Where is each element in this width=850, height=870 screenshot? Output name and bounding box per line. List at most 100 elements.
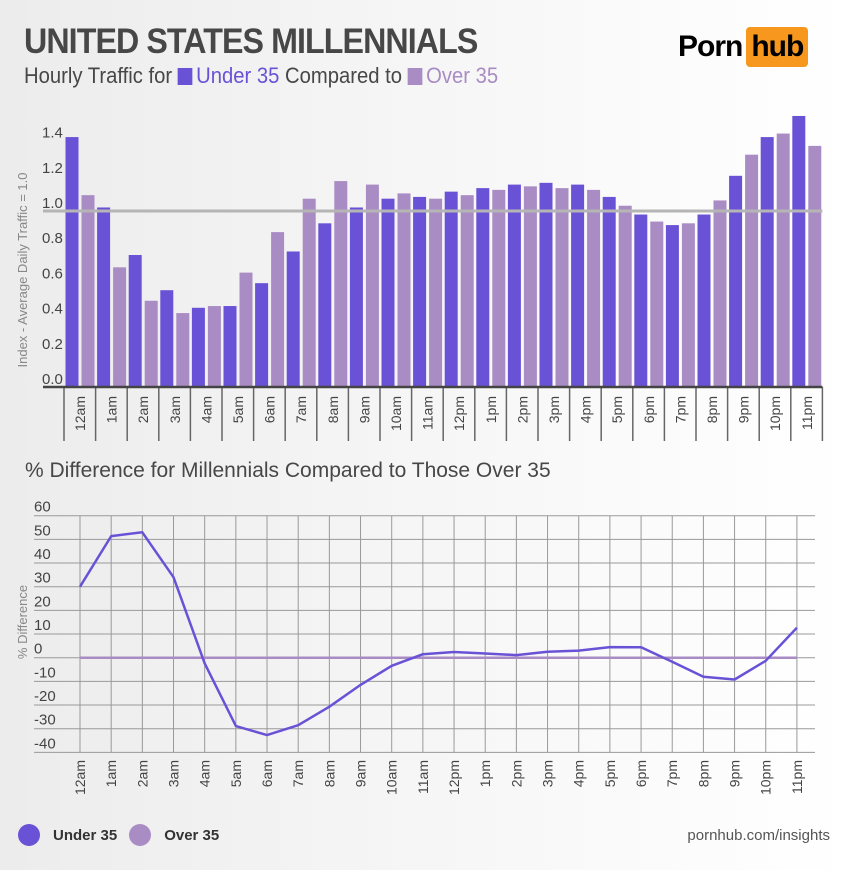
bar-y-tick-label: 0.8	[42, 230, 63, 247]
line-y-tick-label: 0	[34, 641, 42, 658]
subtitle: Hourly Traffic for Under 35 Compared to …	[24, 63, 498, 89]
bar-under35	[697, 214, 711, 387]
bar-over35	[365, 184, 379, 387]
logo-part2: hub	[746, 27, 809, 67]
line-x-tick-label: 9am	[353, 760, 369, 787]
bar-x-tick-label: 9pm	[736, 396, 752, 423]
legend-over35-label: Over 35	[164, 826, 220, 844]
bar-x-tick-label: 7pm	[672, 396, 688, 423]
bar-x-tick-label: 12am	[72, 396, 88, 431]
bar-under35	[160, 290, 174, 387]
bar-under35	[476, 188, 490, 387]
bar-y-tick-label: 1.4	[42, 125, 63, 142]
subtitle-over35: Over 35	[426, 63, 499, 88]
bar-over35	[681, 223, 695, 387]
logo: Porn hub	[678, 27, 809, 67]
bar-over35	[713, 200, 727, 387]
bar-x-tick-label: 3am	[167, 396, 183, 423]
line-x-tick-label: 8pm	[695, 760, 711, 787]
bar-over35	[113, 267, 127, 387]
bar-x-tick-label: 6pm	[641, 396, 657, 423]
bar-x-tick-label: 9am	[356, 396, 372, 423]
bar-x-tick-label: 4am	[198, 396, 214, 423]
bar-over35	[302, 198, 316, 387]
bar-y-tick-label: 0.6	[42, 265, 63, 282]
line-x-tick-label: 9pm	[727, 760, 743, 787]
line-x-tick-label: 2am	[134, 760, 150, 787]
source-link[interactable]: pornhub.com/insights	[687, 827, 830, 844]
bar-over35	[587, 189, 601, 387]
line-y-tick-label: 50	[34, 522, 51, 539]
legend-under35-label: Under 35	[53, 826, 118, 844]
bar-x-tick-label: 5pm	[609, 396, 625, 423]
bar-x-tick-label: 12pm	[451, 396, 467, 431]
bar-x-tick-label: 2pm	[514, 396, 530, 423]
bar-x-tick-label: 11am	[420, 396, 436, 430]
line-x-tick-label: 6am	[259, 760, 275, 787]
line-y-tick-label: -30	[34, 712, 56, 729]
legend: Under 35 Over 35	[18, 824, 219, 846]
bar-x-tick-label: 7am	[293, 396, 309, 423]
bar-under35	[97, 207, 111, 387]
line-x-tick-label: 6pm	[633, 760, 649, 787]
bar-y-tick-label: 1.0	[42, 195, 63, 212]
bar-under35	[413, 196, 427, 387]
line-x-tick-label: 4pm	[571, 760, 587, 787]
line-x-tick-label: 5pm	[602, 760, 618, 787]
bar-over35	[492, 189, 506, 387]
bar-over35	[776, 133, 790, 387]
line-x-tick-label: 3pm	[540, 760, 556, 787]
bar-y-tick-label: 0.0	[42, 371, 63, 388]
bar-over35	[650, 221, 664, 387]
bar-x-tick-label: 6am	[262, 396, 278, 423]
line-x-tick-label: 7pm	[664, 760, 680, 787]
subtitle-mid: Compared to	[285, 63, 403, 88]
bar-y-tick-label: 1.2	[42, 160, 63, 177]
line-x-tick-label: 12am	[72, 760, 88, 795]
bar-under35	[255, 283, 269, 387]
bar-over35	[239, 272, 253, 387]
line-x-tick-label: 11pm	[789, 760, 805, 794]
bar-under35	[571, 184, 585, 387]
bar-y-axis-label: Index - Average Daily Traffic = 1.0	[15, 173, 30, 368]
bar-under35	[665, 225, 679, 387]
bar-x-tick-label: 8pm	[704, 396, 720, 423]
line-y-tick-label: 40	[34, 546, 51, 563]
bar-x-tick-label: 8am	[325, 396, 341, 423]
bar-under35	[507, 184, 521, 387]
bar-over35	[618, 205, 632, 387]
bar-over35	[555, 188, 569, 387]
line-series-under35	[78, 531, 798, 737]
bar-over35	[523, 186, 537, 387]
bar-x-tick-label: 1pm	[483, 396, 499, 423]
bar-over35	[81, 195, 95, 387]
line-chart: 60 50 40 30 20 10 0 -10 -20 -30 -40 12am 1am 2am 3am 4a…	[34, 499, 815, 795]
line-chart-title: % Difference for Millennials Compared to…	[25, 459, 551, 482]
bar-under35	[760, 137, 774, 387]
bar-under35	[539, 182, 553, 387]
line-x-tick-label: 5am	[228, 760, 244, 787]
bar-under35	[223, 306, 237, 387]
line-x-tick-label: 8am	[321, 760, 337, 787]
bar-x-tick-label: 3pm	[546, 396, 562, 423]
bar-over35	[176, 313, 190, 387]
line-x-tick-label: 2pm	[508, 760, 524, 787]
bar-over35	[271, 232, 285, 387]
line-y-axis-label: % Difference	[15, 585, 30, 659]
bar-under35	[128, 255, 142, 387]
line-x-tick-label: 1pm	[477, 760, 493, 787]
line-y-tick-label: -20	[34, 688, 56, 705]
line-x-tick-label: 3am	[166, 760, 182, 787]
legend-over35-dot	[129, 824, 152, 846]
bar-over35	[397, 193, 411, 387]
bar-y-tick-label: 0.2	[42, 336, 63, 353]
bar-under35	[318, 223, 332, 387]
line-y-tick-label: -40	[34, 735, 56, 752]
line-x-tick-label: 12pm	[446, 760, 462, 795]
bar-over35	[144, 300, 158, 387]
bar-under35	[602, 196, 616, 387]
bar-over35	[429, 198, 443, 387]
legend-under35-dot	[18, 824, 40, 846]
line-y-tick-label: 60	[34, 499, 51, 516]
